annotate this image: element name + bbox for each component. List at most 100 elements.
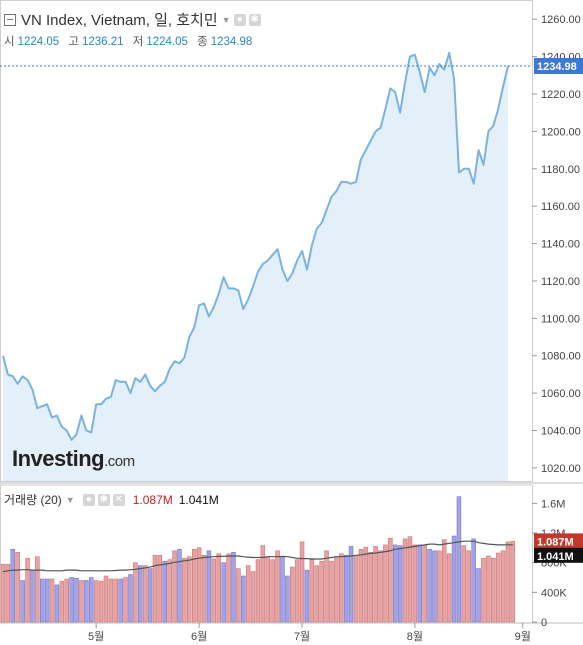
last-price-label: 1234.98 <box>537 61 577 73</box>
volume-bar <box>373 546 378 623</box>
volume-bar <box>294 559 300 623</box>
price-panel-frame <box>0 0 533 482</box>
volume-bar <box>343 554 349 623</box>
volume-bar <box>260 545 266 623</box>
volume-bar <box>461 545 467 623</box>
volume-bar <box>192 548 197 623</box>
volume-bar <box>270 559 275 623</box>
volume-bar <box>221 562 226 623</box>
collapse-icon[interactable] <box>4 13 16 26</box>
volume-bar <box>172 550 177 623</box>
open-value: 1224.05 <box>17 36 60 48</box>
volume-bar <box>456 496 462 623</box>
volume-bar <box>280 556 285 623</box>
open-label: 시 <box>4 36 15 48</box>
volume-bar <box>226 553 231 623</box>
volume-bar <box>505 541 511 623</box>
volume-bar <box>427 548 432 623</box>
volume-bar <box>358 548 364 623</box>
price-area <box>3 52 508 482</box>
volume-bar <box>25 557 30 623</box>
volume-bar <box>89 577 94 623</box>
price-y-tick-label: 1260.00 <box>541 14 581 26</box>
x-tick-label: 7월 <box>294 630 310 643</box>
volume-bar <box>84 580 89 623</box>
volume-ma-marker <box>534 547 583 563</box>
volume-bar <box>363 546 369 623</box>
volume-bar <box>383 544 388 623</box>
volume-bar <box>177 548 182 623</box>
volume-bar <box>289 566 295 623</box>
low-value: 1224.05 <box>146 36 188 48</box>
ohlc-readout: 시 1224.05 고 1236.21 저 1224.05 종 1234.98 <box>4 33 258 49</box>
volume-ma-marker-label: 1.041M <box>537 551 574 563</box>
settings-gear-icon[interactable]: ✱ <box>248 13 261 26</box>
volume-value-marker-label: 1.087M <box>537 536 574 548</box>
volume-bar <box>113 578 119 623</box>
volume-bar <box>118 578 123 623</box>
volume-bar <box>201 554 207 623</box>
volume-bar <box>123 577 128 623</box>
volume-bar <box>285 575 290 623</box>
high-label: 고 <box>68 36 79 48</box>
volume-bar <box>147 568 153 623</box>
volume-bar <box>275 550 280 623</box>
volume-bar <box>466 550 471 623</box>
volume-bar <box>152 554 158 623</box>
logo-suffix: .com <box>104 453 135 470</box>
close-label: 종 <box>197 36 208 48</box>
x-tick-label: 6월 <box>191 630 207 643</box>
volume-bar <box>103 575 109 623</box>
volume-bar <box>0 563 6 623</box>
chevron-down-icon[interactable]: ▼ <box>221 14 231 25</box>
volume-bar <box>182 557 187 623</box>
volume-bar <box>216 553 222 623</box>
volume-bar <box>495 552 501 623</box>
volume-eye-icon[interactable]: ● <box>82 493 95 506</box>
instrument-title: VN Index, Vietnam, 일, 호치민 <box>21 12 218 29</box>
low-label: 저 <box>132 36 144 48</box>
volume-bar <box>437 550 442 623</box>
volume-settings-icon[interactable]: ✱ <box>97 493 110 506</box>
price-y-tick-label: 1220.00 <box>541 89 581 101</box>
last-price-marker <box>534 57 583 74</box>
volume-bar <box>250 571 256 623</box>
volume-bar <box>245 565 251 623</box>
volume-bar <box>255 559 261 623</box>
volume-bar <box>196 547 202 623</box>
volume-bar <box>69 577 74 623</box>
price-y-tick-label: 1200.00 <box>541 126 581 138</box>
price-y-tick-label: 1060.00 <box>541 388 581 400</box>
volume-bar <box>236 568 241 623</box>
visibility-eye-icon[interactable]: ● <box>233 13 246 26</box>
x-tick-label: 8월 <box>407 630 423 643</box>
volume-bar <box>241 575 246 623</box>
volume-bar <box>162 560 168 623</box>
price-y-tick-label: 1020.00 <box>541 463 581 475</box>
volume-bar <box>500 550 506 623</box>
volume-bar <box>378 550 383 623</box>
volume-bar <box>128 574 133 623</box>
volume-bar <box>304 569 310 623</box>
volume-bar <box>108 578 114 623</box>
volume-bar <box>138 565 143 623</box>
volume-bar <box>334 556 339 623</box>
price-y-tick-label: 1080.00 <box>541 351 581 363</box>
price-y-tick-label: 1180.00 <box>541 164 580 176</box>
volume-bar <box>10 548 16 623</box>
volume-close-icon[interactable]: ✕ <box>112 493 125 506</box>
volume-bar <box>476 568 481 623</box>
volume-chevron-down-icon[interactable]: ▼ <box>65 494 75 505</box>
volume-bar <box>412 544 418 623</box>
volume-bar <box>98 580 104 623</box>
x-tick-label: 9월 <box>515 630 531 643</box>
price-y-tick-label: 1140.00 <box>541 239 580 251</box>
x-tick-label: 5월 <box>88 630 104 643</box>
logo-main: Investing <box>12 446 105 471</box>
volume-bar <box>353 554 359 623</box>
investing-logo: Investing.com <box>12 446 135 472</box>
volume-bar <box>451 535 457 623</box>
volume-bar <box>441 539 447 623</box>
volume-bar <box>133 562 138 623</box>
